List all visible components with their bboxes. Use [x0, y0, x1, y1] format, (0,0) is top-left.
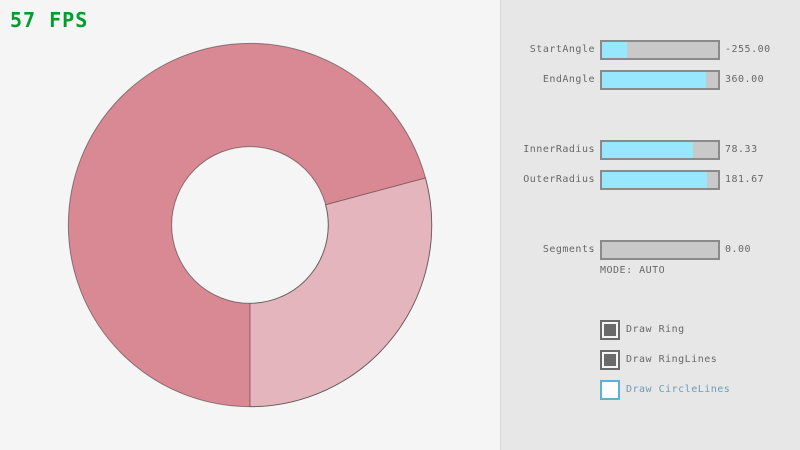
draw-ringlines-checkbox[interactable]	[600, 350, 620, 370]
outer-radius-label: OuterRadius	[523, 174, 595, 185]
start-angle-slider-fill	[602, 42, 628, 58]
control-panel: StartAngle -255.00 EndAngle 360.00 Inner…	[500, 0, 800, 450]
draw-circlelines-label: Draw CircleLines	[626, 384, 731, 395]
inner-radius-label: InnerRadius	[523, 144, 595, 155]
end-angle-label: EndAngle	[542, 74, 595, 85]
ring-canvas	[67, 42, 433, 408]
segments-value: 0.00	[725, 244, 752, 255]
mode-indicator: MODE: AUTO	[600, 265, 666, 276]
inner-radius-slider[interactable]	[600, 140, 720, 160]
end-angle-slider[interactable]	[600, 70, 720, 90]
draw-ring-label: Draw Ring	[626, 324, 685, 335]
draw-ringlines-label: Draw RingLines	[626, 354, 718, 365]
draw-ring-checkbox[interactable]	[600, 320, 620, 340]
inner-radius-slider-fill	[602, 142, 693, 158]
segments-slider[interactable]	[600, 240, 720, 260]
start-angle-slider[interactable]	[600, 40, 720, 60]
checkmark	[604, 354, 616, 366]
end-angle-value: 360.00	[725, 74, 765, 85]
checkmark	[604, 324, 616, 336]
fps-counter: 57 FPS	[10, 8, 89, 32]
ring-light-sector-shape	[249, 177, 433, 408]
segments-label: Segments	[542, 244, 595, 255]
outer-radius-slider[interactable]	[600, 170, 720, 190]
start-angle-value: -255.00	[725, 44, 771, 55]
start-angle-label: StartAngle	[529, 44, 595, 55]
inner-radius-value: 78.33	[725, 144, 758, 155]
end-angle-slider-fill	[602, 72, 707, 88]
outer-radius-slider-fill	[602, 172, 708, 188]
outer-radius-value: 181.67	[725, 174, 765, 185]
draw-circlelines-checkbox[interactable]	[600, 380, 620, 400]
